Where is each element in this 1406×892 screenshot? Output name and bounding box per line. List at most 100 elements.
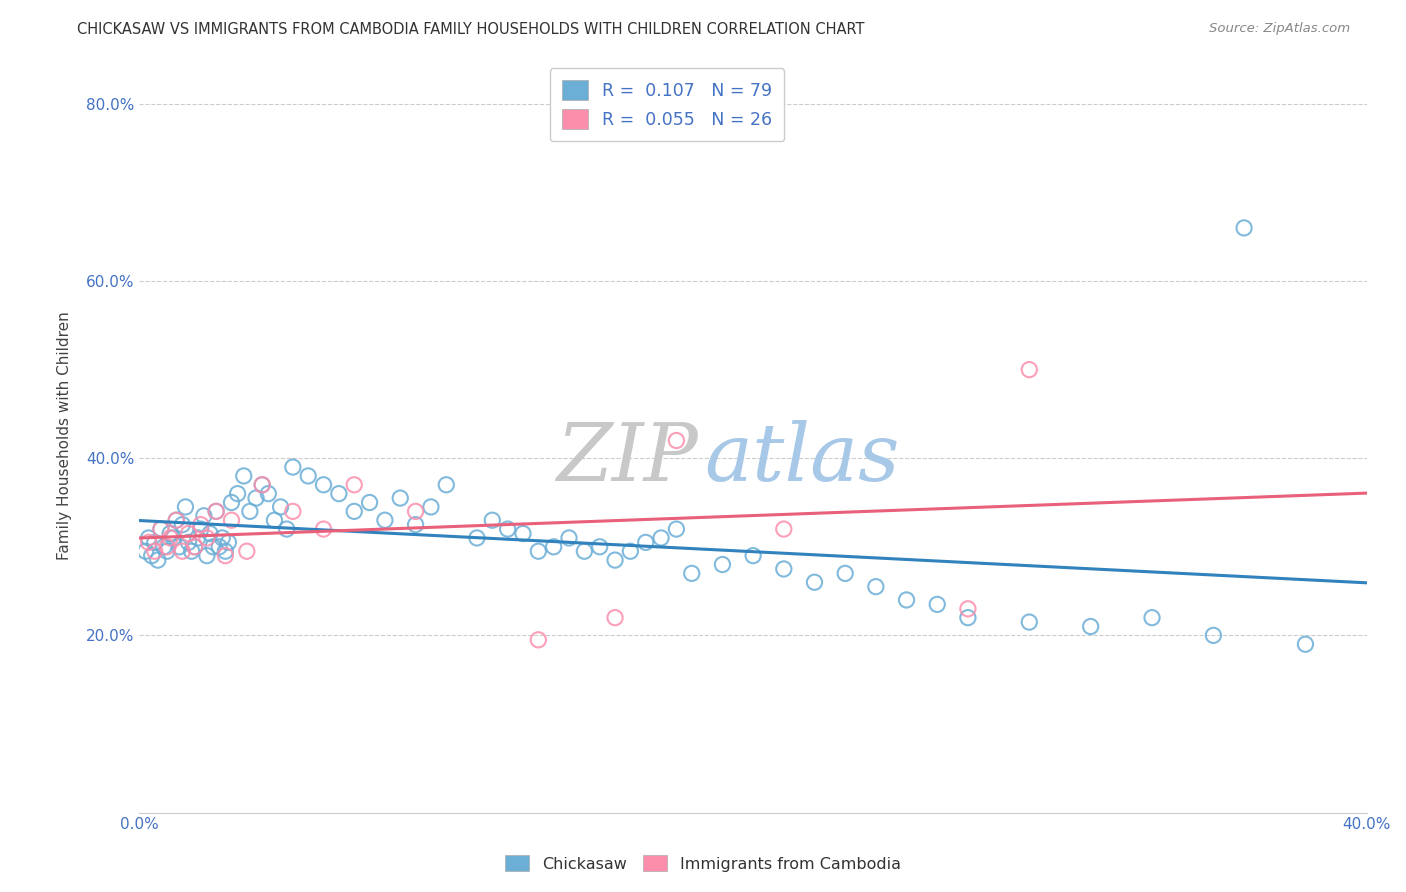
Point [190,522,212,536]
Text: atlas: atlas [704,420,900,498]
Point [281,460,304,475]
Point [650,531,672,545]
Point [603,610,626,624]
Point [183,540,205,554]
Point [665,522,688,536]
Point [665,434,688,448]
Point [281,504,304,518]
Y-axis label: Family Households with Children: Family Households with Children [58,311,72,560]
Point [250,477,273,491]
Point [236,544,259,558]
Point [156,544,179,558]
Point [143,544,166,558]
Point [465,531,488,545]
Point [156,540,179,554]
Point [558,531,581,545]
Point [1294,637,1316,651]
Point [803,575,825,590]
Point [1202,628,1225,642]
Point [174,500,197,514]
Point [1018,362,1040,376]
Point [149,522,172,536]
Point [343,477,366,491]
Point [221,495,243,509]
Point [172,544,194,558]
Point [263,513,285,527]
Point [297,469,319,483]
Point [956,602,979,616]
Point [711,558,734,572]
Point [405,517,427,532]
Point [927,598,949,612]
Point [205,504,228,518]
Point [956,610,979,624]
Point [512,526,534,541]
Point [1140,610,1163,624]
Point [681,566,703,581]
Point [180,544,202,558]
Point [208,540,231,554]
Point [177,526,200,541]
Point [527,632,550,647]
Point [374,513,396,527]
Point [834,566,856,581]
Point [389,491,412,505]
Point [205,504,228,518]
Point [1233,220,1256,235]
Point [190,517,212,532]
Point [312,522,335,536]
Point [153,540,176,554]
Point [226,486,249,500]
Point [214,544,236,558]
Point [221,513,243,527]
Point [217,535,239,549]
Point [143,535,166,549]
Point [232,469,254,483]
Point [405,504,427,518]
Point [159,531,181,545]
Point [183,540,205,554]
Point [496,522,519,536]
Point [135,544,157,558]
Point [270,500,292,514]
Point [312,477,335,491]
Point [195,531,218,545]
Text: ZIP: ZIP [557,420,697,498]
Point [343,504,366,518]
Point [239,504,262,518]
Point [574,544,596,558]
Point [772,562,794,576]
Point [543,540,565,554]
Point [159,526,181,541]
Point [328,486,350,500]
Point [634,535,657,549]
Point [257,486,280,500]
Point [896,593,918,607]
Point [169,540,191,554]
Point [214,549,236,563]
Point [149,522,172,536]
Point [162,531,184,545]
Point [138,531,160,545]
Point [1018,615,1040,629]
Point [742,549,765,563]
Point [177,535,200,549]
Point [195,549,218,563]
Point [434,477,457,491]
Point [211,531,233,545]
Legend: R =  0.107   N = 79, R =  0.055   N = 26: R = 0.107 N = 79, R = 0.055 N = 26 [550,69,785,141]
Point [172,517,194,532]
Text: Source: ZipAtlas.com: Source: ZipAtlas.com [1209,22,1350,36]
Point [165,513,187,527]
Point [1080,619,1102,633]
Point [359,495,381,509]
Point [865,580,887,594]
Point [198,526,221,541]
Point [589,540,612,554]
Point [481,513,503,527]
Point [165,513,187,527]
Point [187,531,209,545]
Point [202,540,225,554]
Point [141,549,163,563]
Point [193,508,215,523]
